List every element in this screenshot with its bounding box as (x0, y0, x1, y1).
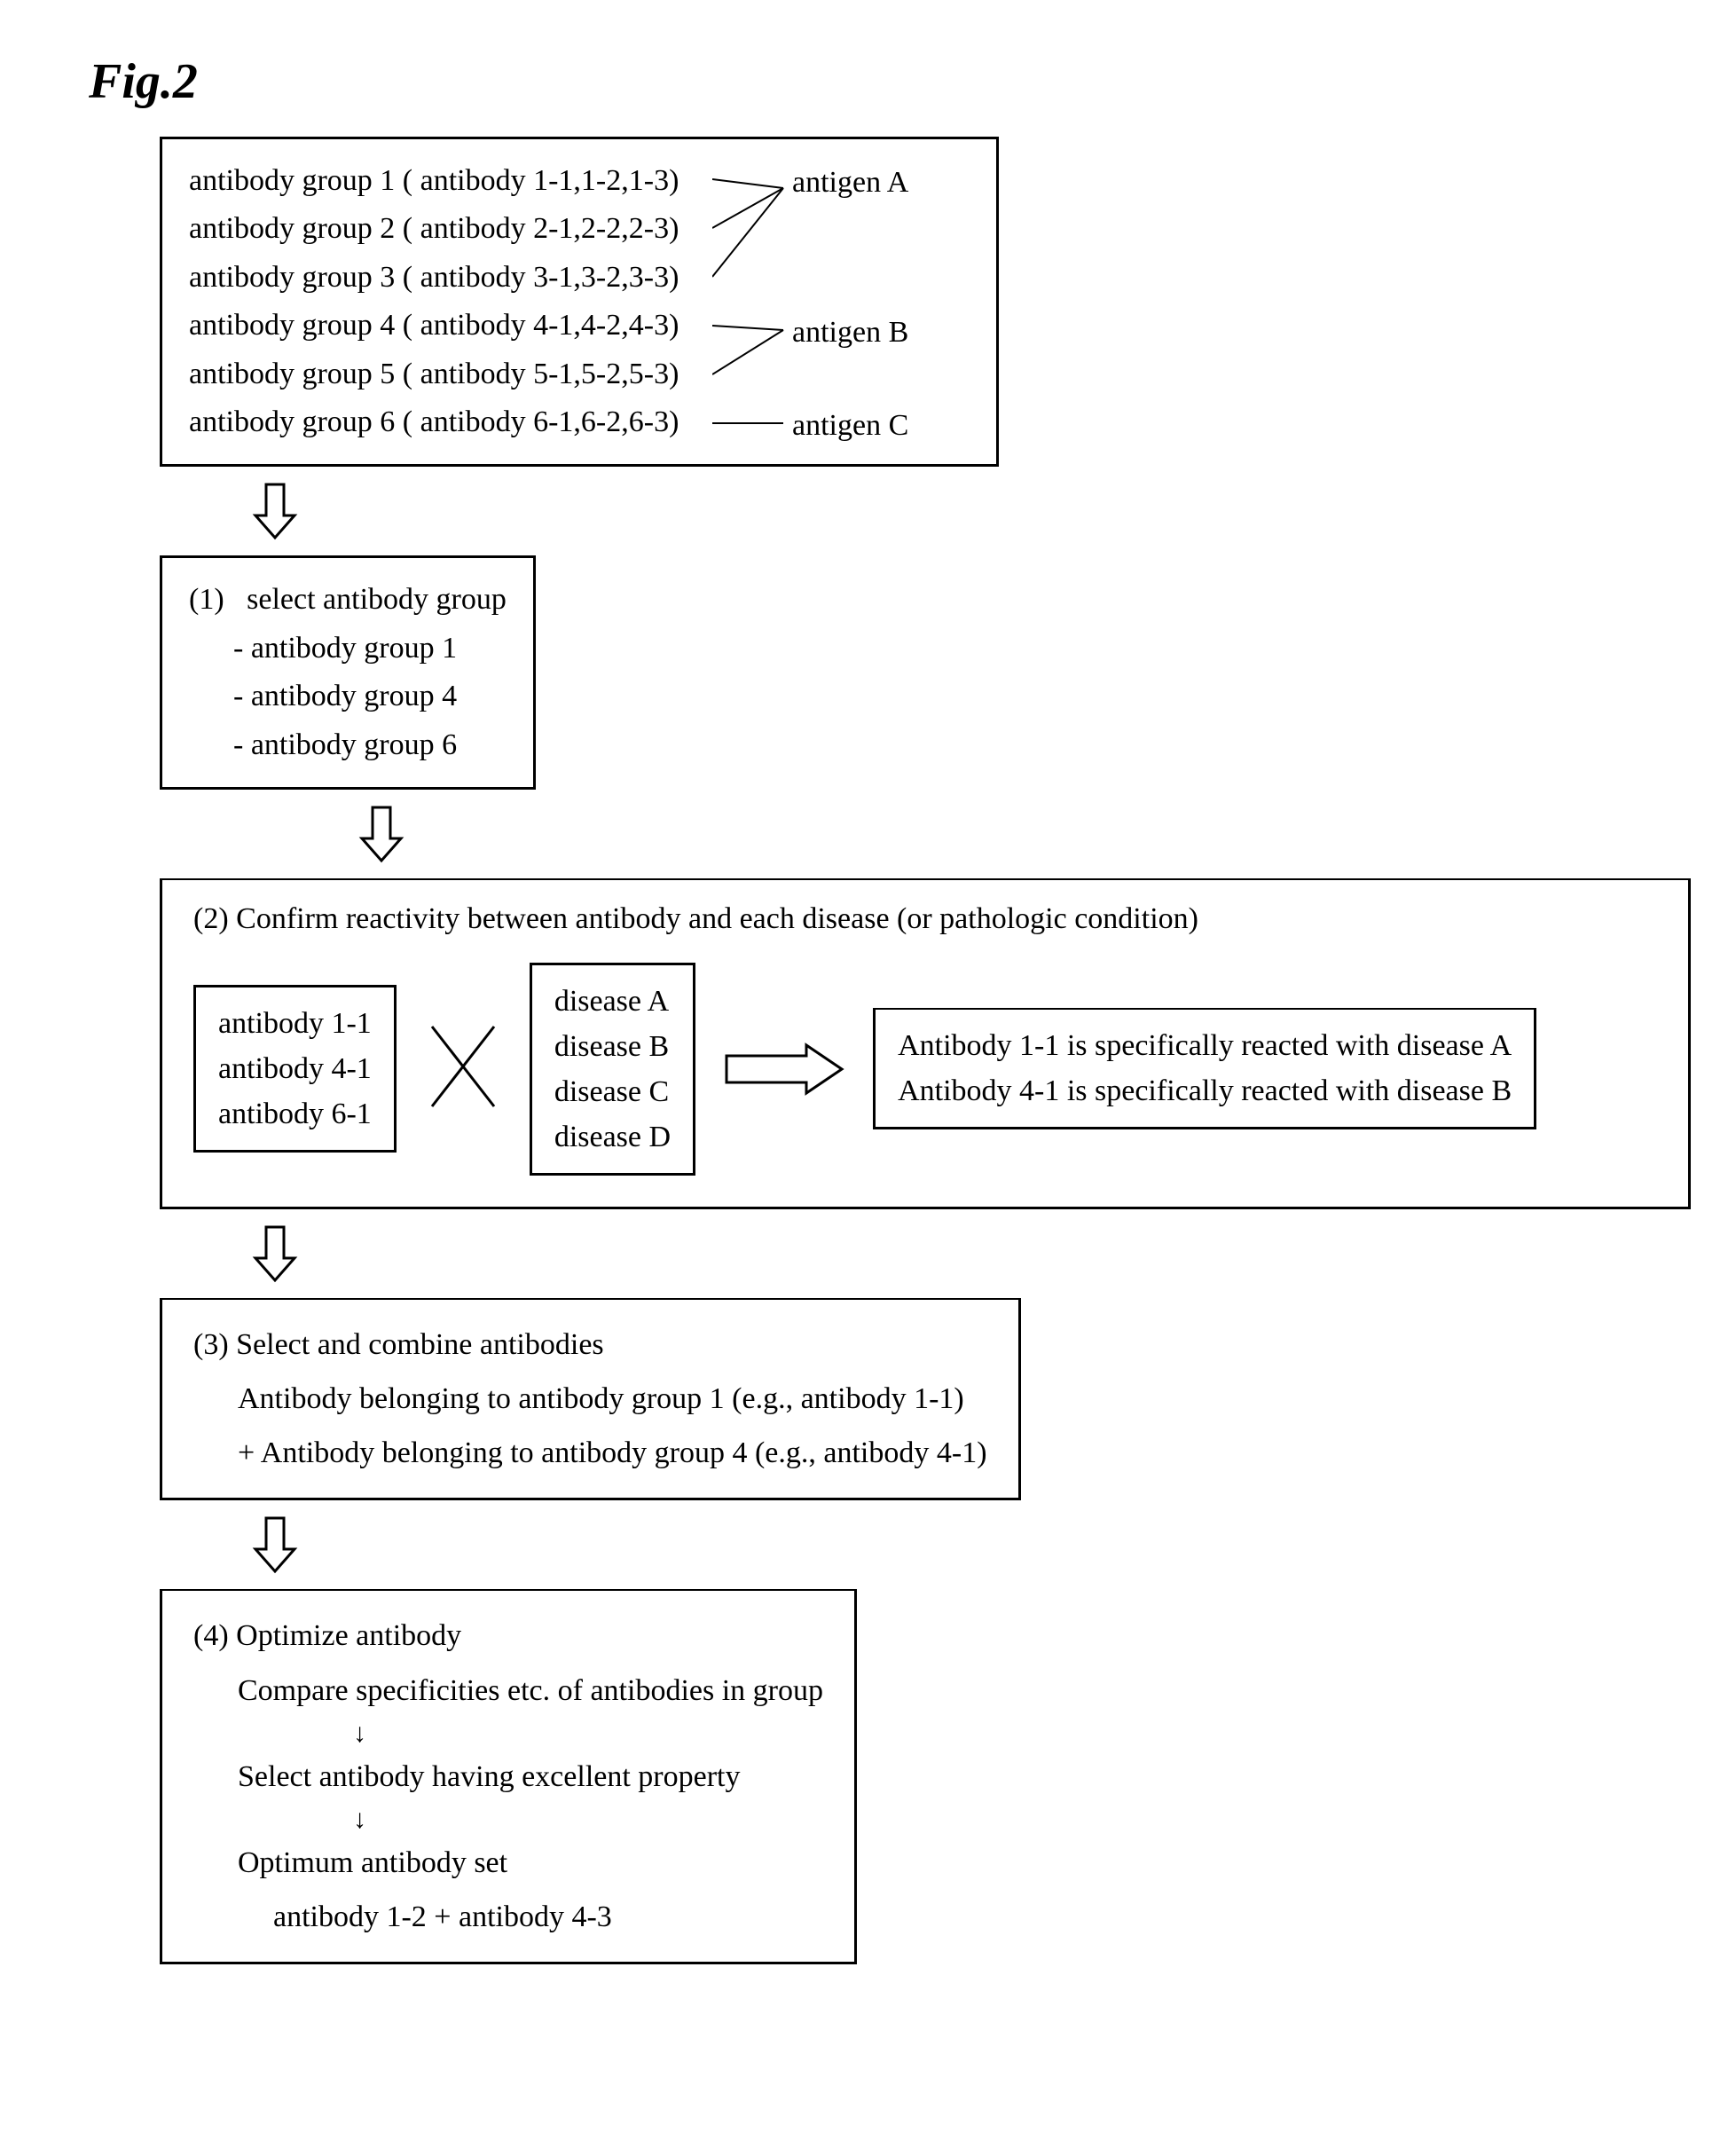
result-2: Antibody 4-1 is specifically reacted wit… (898, 1068, 1512, 1113)
step4-line-3: Optimum antibody set (193, 1836, 823, 1890)
antigen-b: antigen B (792, 309, 908, 357)
antibody-groups-box: antibody group 1 ( antibody 1-1,1-2,1-3)… (160, 137, 999, 467)
step4-line-1: Compare specificities etc. of antibodies… (193, 1664, 823, 1718)
disease-c: disease C (554, 1069, 671, 1114)
arrow-down-icon (355, 803, 1639, 865)
step1-item-3: - antibody group 6 (189, 721, 507, 769)
step2-antibodies-box: antibody 1-1 antibody 4-1 antibody 6-1 (193, 985, 397, 1153)
step3-box: (3) Select and combine antibodies Antibo… (160, 1298, 1021, 1501)
step3-line-1: Antibody belonging to antibody group 1 (… (193, 1372, 987, 1426)
arrow-down-icon (248, 480, 1639, 542)
step1-item-1: - antibody group 1 (189, 625, 507, 673)
antigen-c: antigen C (792, 402, 908, 450)
step4-line-4: antibody 1-2 + antibody 4-3 (193, 1890, 823, 1944)
step3-line-2: + Antibody belonging to antibody group 4… (193, 1426, 987, 1480)
disease-a: disease A (554, 979, 671, 1024)
arrow-down-icon (248, 1514, 1639, 1576)
disease-b: disease B (554, 1024, 671, 1069)
antigen-a: antigen A (792, 159, 908, 207)
step4-line-2: Select antibody having excellent propert… (193, 1750, 823, 1804)
step1-title: (1) select antibody group (189, 576, 507, 624)
step2-diseases-box: disease A disease B disease C disease D (530, 963, 695, 1176)
ab-6-1: antibody 6-1 (218, 1091, 372, 1137)
arrow-down-icon (248, 1223, 1639, 1285)
step1-item-2: - antibody group 4 (189, 673, 507, 720)
step4-box: (4) Optimize antibody Compare specificit… (160, 1589, 857, 1964)
step2-results-box: Antibody 1-1 is specifically reacted wit… (873, 1008, 1536, 1129)
step1-box: (1) select antibody group - antibody gro… (160, 555, 536, 790)
cross-icon (423, 1018, 503, 1120)
step4-down-2: ↓ (193, 1804, 823, 1836)
step3-title: (3) Select and combine antibodies (193, 1318, 987, 1372)
step2-title: (2) Confirm reactivity between antibody … (193, 902, 1657, 936)
disease-d: disease D (554, 1114, 671, 1160)
step4-title: (4) Optimize antibody (193, 1609, 823, 1663)
ab-1-1: antibody 1-1 (218, 1001, 372, 1046)
arrow-right-icon (722, 1038, 846, 1100)
result-1: Antibody 1-1 is specifically reacted wit… (898, 1023, 1512, 1068)
figure-title: Fig.2 (89, 53, 1639, 110)
step4-down-1: ↓ (193, 1718, 823, 1750)
step2-box: (2) Confirm reactivity between antibody … (160, 878, 1691, 1209)
ab-4-1: antibody 4-1 (218, 1046, 372, 1091)
